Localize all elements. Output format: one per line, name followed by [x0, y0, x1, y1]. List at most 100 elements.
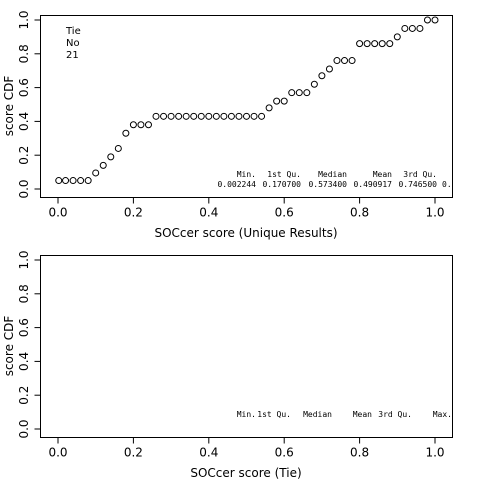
summary-value-min: 0.002244	[217, 180, 256, 189]
cdf-point	[205, 112, 213, 120]
cdf-point	[288, 89, 296, 97]
bottom-summary-header-min: Min.	[237, 410, 256, 419]
cdf-point	[280, 97, 288, 105]
top-x-tick-label: 0.6	[275, 206, 294, 220]
bottom-x-tick-label: 1.0	[425, 446, 444, 460]
bottom-x-tick-label: 0.2	[124, 446, 143, 460]
cdf-point	[356, 40, 364, 48]
cdf-point	[107, 153, 115, 161]
top-y-tick-label: 0.2	[17, 146, 31, 165]
cdf-point	[243, 112, 250, 120]
cdf-point	[341, 57, 349, 65]
cdf-point	[310, 80, 318, 88]
cdf-point	[144, 121, 152, 129]
cdf-point	[190, 112, 198, 120]
top-y-tick-label: 0.8	[17, 44, 31, 63]
bottom-x-tick-label: 0.8	[350, 446, 369, 460]
cdf-point	[62, 177, 70, 185]
top-x-axis: 0.0 0.2 0.4 0.6 0.8 1.0	[48, 197, 445, 220]
bottom-x-axis: 0.0 0.2 0.4 0.6 0.8 1.0	[48, 437, 445, 460]
cdf-point	[371, 40, 379, 48]
cdf-point	[408, 24, 416, 32]
cdf-point	[160, 112, 168, 120]
bottom-summary-header-3rd-qu: 3rd Qu.	[378, 410, 412, 419]
summary-header-median: Median	[318, 170, 347, 179]
top-x-tick-label: 0.4	[199, 206, 218, 220]
cdf-point	[212, 112, 220, 120]
cdf-point	[325, 65, 333, 73]
summary-value-mean: 0.490917	[353, 180, 392, 189]
summary-header-min: Min.	[237, 170, 256, 179]
cdf-point	[129, 121, 137, 129]
summary-value-max: 0.	[442, 180, 452, 189]
bottom-y-tick-label: 0.4	[17, 352, 31, 371]
top-y-tick-label: 0.4	[17, 112, 31, 131]
cdf-point	[378, 40, 386, 48]
top-legend: Tie No 21	[65, 26, 81, 61]
top-y-axis-title: score CDF	[2, 76, 16, 137]
cdf-point	[182, 112, 190, 120]
cdf-point	[84, 177, 92, 185]
summary-value-median: 0.573400	[308, 180, 347, 189]
bottom-y-tick-label: 1.0	[17, 250, 31, 269]
cdf-point	[273, 97, 281, 105]
top-x-tick-label: 0.0	[48, 206, 67, 220]
legend-line-count: 21	[66, 50, 79, 61]
cdf-point	[235, 112, 243, 120]
cdf-point	[167, 112, 175, 120]
bottom-y-axis-title: score CDF	[2, 316, 16, 377]
cdf-point	[416, 24, 424, 32]
top-summary: Min. 1st Qu. Median Mean 3rd Qu. 0.00224…	[217, 170, 451, 189]
cdf-point	[386, 40, 394, 48]
bottom-y-axis: 0.0 0.2 0.4 0.6 0.8 1.0	[17, 250, 41, 439]
cdf-point	[401, 24, 409, 32]
cdf-point	[250, 112, 258, 120]
bottom-y-tick-label: 0.0	[17, 419, 31, 438]
cdf-point	[318, 72, 326, 80]
cdf-point	[55, 177, 63, 185]
cdf-point	[137, 121, 145, 129]
cdf-point	[363, 40, 371, 48]
cdf-point	[197, 112, 205, 120]
summary-header-mean: Mean	[373, 170, 392, 179]
cdf-point	[92, 169, 100, 177]
cdf-point	[258, 112, 266, 120]
cdf-point	[333, 57, 341, 65]
bottom-summary-header-1st-qu: 1st Qu.	[257, 410, 291, 419]
cdf-point	[348, 57, 356, 65]
bottom-y-tick-label: 0.2	[17, 386, 31, 405]
bottom-summary-header-median: Median	[303, 410, 332, 419]
cdf-point	[152, 112, 160, 120]
cdf-point	[303, 89, 311, 97]
bottom-panel: 0.0 0.2 0.4 0.6 0.8 1.0 0.0 0.2 0.4 0.6 0.8 1.0 SO…	[2, 250, 453, 480]
top-x-tick-label: 0.2	[124, 206, 143, 220]
legend-line-no: No	[66, 38, 80, 49]
cdf-point	[393, 33, 401, 41]
bottom-summary: Min. 1st Qu. Median Mean 3rd Qu. Max.	[237, 410, 452, 419]
bottom-x-axis-title: SOCcer score (Tie)	[190, 466, 301, 480]
summary-value-1st-qu: 0.170700	[262, 180, 301, 189]
top-points	[55, 16, 439, 185]
bottom-summary-header-max: Max.	[433, 410, 452, 419]
top-y-tick-label: 1.0	[17, 10, 31, 29]
cdf-point	[423, 16, 431, 24]
cdf-point	[265, 104, 273, 112]
summary-header-3rd-qu: 3rd Qu.	[403, 170, 437, 179]
cdf-point	[227, 112, 235, 120]
top-y-tick-label: 0.0	[17, 179, 31, 198]
bottom-plot-frame	[40, 255, 453, 438]
summary-value-3rd-qu: 0.746500	[398, 180, 437, 189]
top-y-axis: 0.0 0.2 0.4 0.6 0.8 1.0	[17, 10, 41, 199]
top-y-tick-label: 0.6	[17, 78, 31, 97]
top-x-tick-label: 1.0	[425, 206, 444, 220]
top-plot-frame	[40, 15, 453, 198]
cdf-point	[295, 89, 303, 97]
legend-line-tie: Tie	[65, 26, 81, 37]
bottom-x-tick-label: 0.4	[199, 446, 218, 460]
cdf-point	[431, 16, 439, 24]
top-x-tick-label: 0.8	[350, 206, 369, 220]
summary-header-1st-qu: 1st Qu.	[267, 170, 301, 179]
bottom-summary-header-mean: Mean	[353, 410, 372, 419]
top-x-axis-title: SOCcer score (Unique Results)	[154, 226, 337, 240]
